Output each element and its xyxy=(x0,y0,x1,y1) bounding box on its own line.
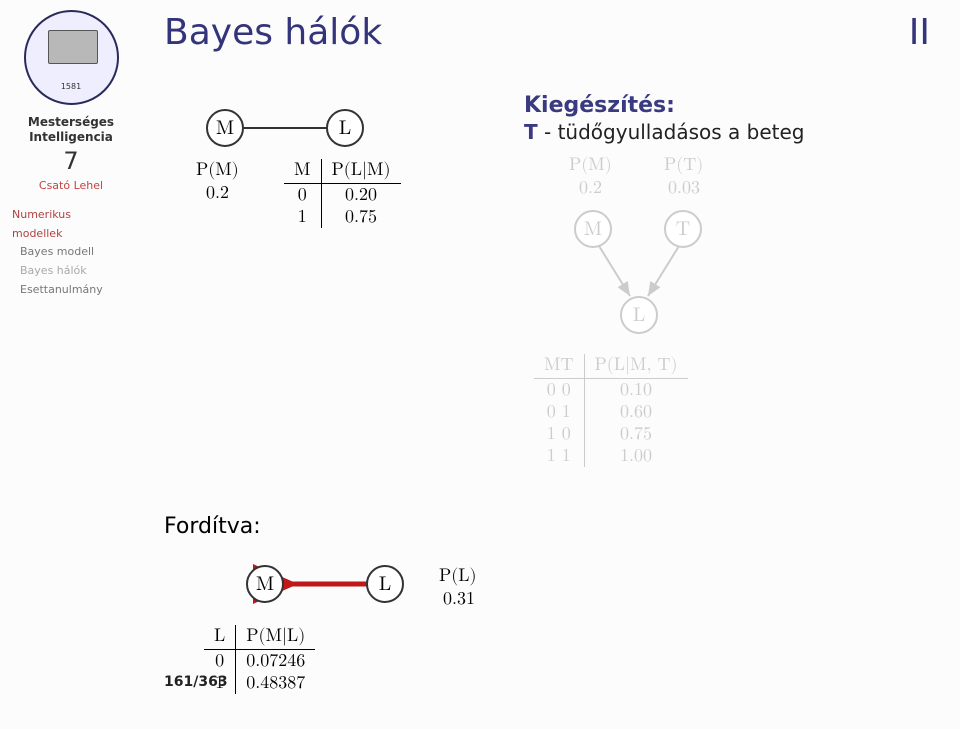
prob-pl: P(L) 0.31 xyxy=(439,565,477,610)
network-ml: M L P(M) 0.2 MP(L|M) 00.20 10.75 xyxy=(164,93,464,293)
node-l-ghost: L xyxy=(620,296,658,334)
node-m: M xyxy=(206,109,244,147)
forditva-label: Fordítva: xyxy=(164,514,930,539)
section-item[interactable]: modellek xyxy=(12,225,134,244)
node-l: L xyxy=(326,109,364,147)
node-m-ghost: M xyxy=(574,210,612,248)
extension-heading: Kiegészítés: xyxy=(524,93,930,118)
slide-title: Bayes hálók II xyxy=(164,12,930,53)
node-t-ghost: T xyxy=(664,210,702,248)
university-logo xyxy=(24,10,119,105)
page-number: 161/363 xyxy=(164,674,228,690)
section-item[interactable]: Esettanulmány xyxy=(12,281,134,300)
extension-line: T - T - tüdőgyulladásos a betegtüdőgyull… xyxy=(524,120,930,144)
prob-pm: P(M) 0.2 xyxy=(196,159,239,204)
author-name: Csató Lehel xyxy=(8,179,134,192)
node-l-rev: L xyxy=(366,565,404,603)
lecture-number: 7 xyxy=(8,147,134,175)
network-reversed: M L P(L) 0.31 LP(M|L) 00.07246 10.48387 xyxy=(204,549,564,729)
sidebar-sections: Numerikus modellek Bayes modell Bayes há… xyxy=(8,206,134,299)
node-m-rev: M xyxy=(246,565,284,603)
title-roman: II xyxy=(909,12,930,53)
course-title-line2: Intelligencia xyxy=(8,130,134,145)
section-item[interactable]: Numerikus xyxy=(12,206,134,225)
section-item-active[interactable]: Bayes hálók xyxy=(12,262,134,281)
extension-block: Kiegészítés: T - T - tüdőgyulladásos a b… xyxy=(524,93,930,484)
table-plmt-ghost: MTP(L|M, T) 0 00.10 0 10.60 1 00.75 1 11… xyxy=(534,354,688,467)
table-plm: MP(L|M) 00.20 10.75 xyxy=(284,159,401,228)
section-item[interactable]: Bayes modell xyxy=(12,243,134,262)
slide-content: Bayes hálók II M L P(M) 0.2 MP(L|M) 00.2… xyxy=(140,0,960,720)
title-text: Bayes hálók xyxy=(164,12,382,53)
sidebar: Mesterséges Intelligencia 7 Csató Lehel … xyxy=(0,0,140,720)
course-title-line1: Mesterséges xyxy=(8,115,134,130)
